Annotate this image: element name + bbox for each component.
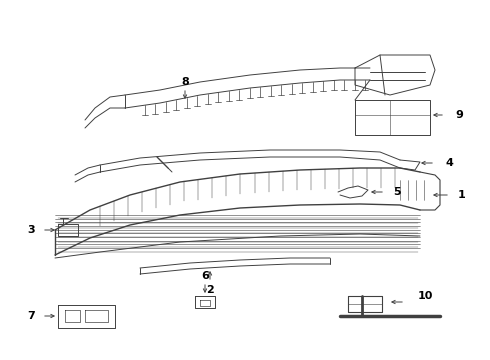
- Text: 3: 3: [27, 225, 35, 235]
- Text: 4: 4: [445, 158, 453, 168]
- Text: 2: 2: [206, 285, 214, 295]
- Text: 6: 6: [201, 271, 209, 281]
- Text: 7: 7: [27, 311, 35, 321]
- Text: 5: 5: [393, 187, 401, 197]
- Text: 9: 9: [455, 110, 463, 120]
- Text: 1: 1: [458, 190, 466, 200]
- Text: 10: 10: [418, 291, 433, 301]
- Text: 8: 8: [181, 77, 189, 87]
